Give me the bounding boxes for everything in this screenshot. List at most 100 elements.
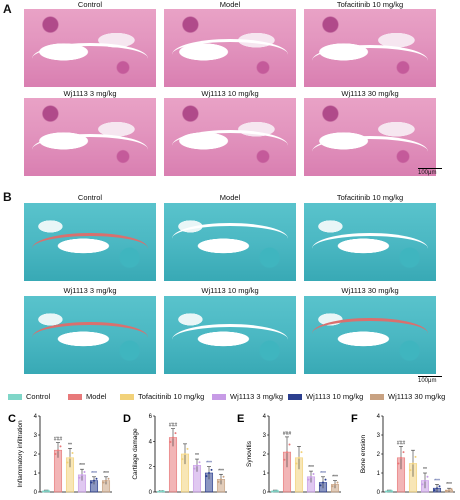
legend-item-wj3: Wj1113 3 mg/kg — [212, 392, 283, 401]
data-point-f-2 — [414, 455, 417, 458]
data-point-d-1 — [174, 432, 177, 435]
data-point-c-2 — [71, 452, 74, 455]
legend-item-model: Model — [68, 392, 106, 401]
data-point-e-1 — [283, 458, 286, 461]
sf-image-model — [164, 203, 296, 281]
significance-d-5: *** — [218, 468, 224, 474]
data-point-e-4 — [322, 481, 324, 484]
legend-label-wj30: Wj1113 30 mg/kg — [388, 392, 446, 401]
y-axis-label-f: Bone erosion — [360, 434, 367, 473]
sf-image-tofacitinib — [304, 203, 436, 281]
legend-item-wj10: Wj1113 10 mg/kg — [288, 392, 363, 401]
legend-swatch-wj30 — [370, 393, 384, 400]
legend-swatch-tofacitinib — [120, 393, 134, 400]
data-point-d-5 — [220, 478, 222, 481]
data-point-e-2 — [298, 456, 300, 459]
data-point-f-0 — [388, 490, 390, 493]
legend-item-control: Control — [8, 392, 50, 401]
sf-image-control — [24, 203, 156, 281]
panel-letter-c: C — [8, 413, 16, 425]
y-tick-label-c: 0 — [34, 490, 38, 496]
he-image-tofacitinib — [304, 9, 436, 87]
data-point-e-1 — [288, 443, 291, 446]
label-a-wj30: Wj1113 30 mg/kg — [341, 89, 399, 98]
data-point-c-4 — [93, 479, 95, 482]
legend-label-model: Model — [86, 392, 107, 401]
scale-line-a — [418, 168, 442, 169]
data-point-c-0 — [45, 490, 47, 493]
data-point-c-5 — [107, 477, 110, 480]
data-point-d-2 — [181, 458, 184, 461]
data-point-e-1 — [286, 451, 288, 454]
y-tick-label-c: 4 — [34, 414, 38, 420]
data-point-e-0 — [274, 490, 276, 493]
data-point-f-3 — [426, 475, 429, 478]
y-tick-label-f: 4 — [377, 414, 381, 420]
y-tick-label-e: 0 — [263, 490, 267, 496]
sf-image-wj3 — [24, 296, 156, 374]
data-point-d-1 — [169, 440, 172, 443]
label-b-control: Control — [77, 193, 103, 202]
data-point-d-5 — [222, 475, 225, 478]
data-point-e-2 — [300, 451, 303, 454]
label-b-tofacitinib: Tofacitinib 10 mg/kg — [336, 193, 404, 202]
data-point-d-4 — [208, 472, 210, 474]
legend-swatch-wj10 — [288, 393, 302, 400]
significance-c-1: ### — [54, 437, 63, 443]
panel-letter-d: D — [123, 413, 131, 425]
data-point-c-5 — [105, 479, 107, 482]
y-tick-label-f: 1 — [377, 471, 381, 477]
legend-swatch-control — [8, 393, 22, 400]
data-point-c-0 — [42, 490, 45, 493]
y-tick-label-c: 3 — [34, 433, 38, 439]
scale-bar-b: 100μm — [418, 378, 437, 384]
data-point-e-5 — [334, 483, 336, 486]
significance-e-5: *** — [332, 475, 338, 481]
data-point-f-5 — [448, 489, 450, 492]
significance-f-1: ### — [397, 440, 406, 446]
significance-f-5: *** — [446, 482, 452, 488]
data-point-d-4 — [210, 468, 213, 471]
data-point-d-3 — [193, 467, 196, 470]
significance-c-3: *** — [79, 463, 85, 469]
sf-image-wj30 — [304, 296, 436, 374]
label-a-tofacitinib: Tofacitinib 10 mg/kg — [336, 0, 404, 9]
data-point-c-0 — [47, 489, 50, 492]
legend-label-control: Control — [26, 392, 51, 401]
significance-e-1: ### — [283, 431, 292, 437]
significance-e-3: *** — [308, 465, 314, 471]
scale-line-b — [418, 376, 442, 377]
scale-bar-a: 100μm — [418, 170, 437, 176]
he-image-control — [24, 9, 156, 87]
y-tick-label-c: 2 — [34, 452, 38, 458]
data-point-d-1 — [172, 436, 174, 439]
significance-c-2: ** — [68, 442, 72, 448]
data-point-f-3 — [424, 479, 426, 482]
significance-d-4: *** — [206, 461, 212, 467]
y-tick-label-d: 6 — [149, 414, 153, 420]
label-a-wj10: Wj1113 10 mg/kg — [201, 89, 259, 98]
data-point-d-3 — [196, 464, 198, 467]
data-point-d-4 — [205, 475, 208, 478]
y-tick-label-d: 0 — [149, 490, 153, 496]
significance-d-3: ** — [195, 453, 199, 459]
he-image-model — [164, 9, 296, 87]
label-b-wj10: Wj1113 10 mg/kg — [201, 286, 259, 295]
data-point-e-0 — [276, 489, 279, 492]
data-point-f-4 — [438, 485, 441, 488]
y-axis-label-c: Inflammatory infiltration — [17, 420, 24, 488]
data-point-c-1 — [59, 445, 62, 448]
he-image-wj10 — [164, 98, 296, 176]
data-point-d-3 — [198, 461, 201, 464]
panel-letter-a: A — [3, 2, 12, 16]
data-point-d-2 — [186, 447, 189, 450]
data-point-f-0 — [390, 489, 393, 492]
data-point-d-0 — [160, 490, 162, 493]
y-tick-label-e: 2 — [263, 452, 267, 458]
data-point-e-0 — [271, 490, 274, 493]
y-tick-label-c: 1 — [34, 471, 38, 477]
data-point-f-2 — [409, 469, 412, 472]
y-tick-label-e: 1 — [263, 471, 267, 477]
data-point-f-1 — [400, 456, 402, 459]
